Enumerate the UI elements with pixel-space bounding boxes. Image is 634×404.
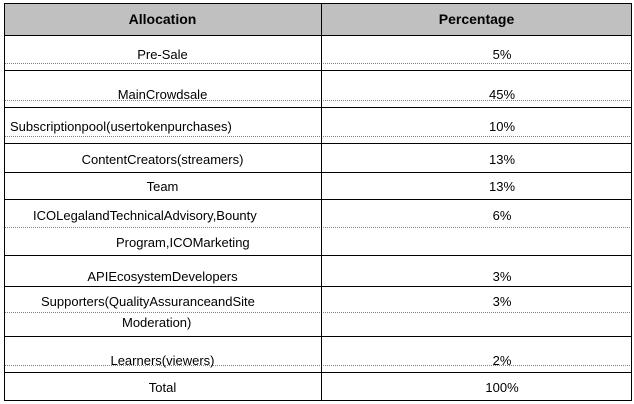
- allocation-cell: APIEcosystemDevelopers: [87, 269, 238, 284]
- total-label-cell: Total: [148, 380, 177, 395]
- percentage-cell: 3%: [492, 294, 512, 309]
- allocation-cell: MainCrowdsale: [117, 87, 208, 102]
- allocation-cell-line2: Program,ICOMarketing: [116, 235, 250, 250]
- row-divider: [4, 372, 632, 373]
- allocation-cell-line2: Moderation): [122, 315, 192, 330]
- percentage-cell: 10%: [488, 119, 516, 134]
- row-divider: [4, 199, 632, 200]
- row-divider: [4, 336, 632, 337]
- row-divider: [4, 100, 632, 101]
- total-percentage-cell: 100%: [485, 380, 519, 395]
- table-top-border: [4, 3, 632, 4]
- percentage-cell: 45%: [488, 87, 516, 102]
- row-divider: [4, 255, 632, 256]
- table-header-background: [4, 3, 632, 35]
- allocation-cell: Pre-Sale: [137, 47, 188, 62]
- percentage-cell: 13%: [488, 179, 516, 194]
- header-allocation: Allocation: [128, 11, 197, 27]
- table-left-border: [4, 3, 5, 401]
- row-divider: [4, 312, 632, 313]
- table-right-border: [631, 3, 632, 401]
- allocation-table: Allocation Percentage Pre-Sale 5% MainCr…: [4, 3, 632, 401]
- percentage-cell: 3%: [492, 269, 512, 284]
- row-divider: [4, 365, 632, 366]
- row-divider: [4, 107, 632, 108]
- row-divider: [4, 136, 632, 137]
- allocation-cell-line1: Supporters(QualityAssuranceandSite: [41, 294, 255, 309]
- table-bottom-border: [4, 400, 632, 401]
- allocation-cell: Subscriptionpool(usertokenpurchases): [10, 119, 232, 134]
- allocation-cell: Learners(viewers): [110, 353, 215, 368]
- row-divider: [4, 286, 632, 287]
- row-divider: [4, 70, 632, 71]
- percentage-cell: 13%: [488, 152, 516, 167]
- percentage-cell: 5%: [492, 47, 512, 62]
- row-divider: [4, 227, 632, 228]
- row-divider: [4, 63, 632, 64]
- allocation-cell: ContentCreators(streamers): [81, 152, 244, 167]
- header-percentage: Percentage: [438, 11, 515, 27]
- header-bottom-border: [4, 35, 632, 36]
- allocation-cell-line1: ICOLegalandTechnicalAdvisory,Bounty: [33, 208, 257, 223]
- percentage-cell: 2%: [492, 353, 512, 368]
- allocation-cell: Team: [146, 179, 179, 194]
- row-divider: [4, 172, 632, 173]
- percentage-cell: 6%: [492, 208, 512, 223]
- row-divider: [4, 143, 632, 144]
- column-divider: [321, 3, 322, 401]
